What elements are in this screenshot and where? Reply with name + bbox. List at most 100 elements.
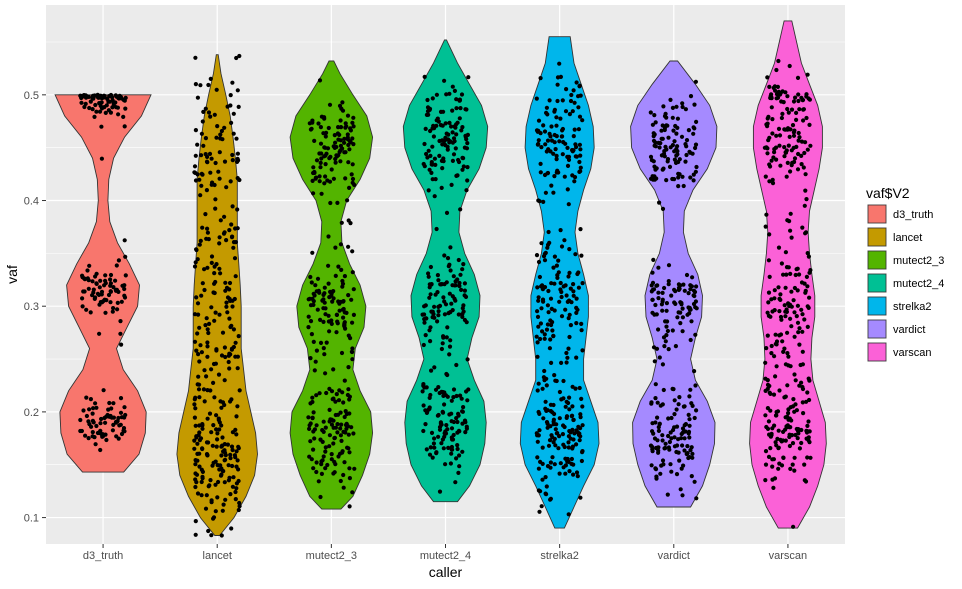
data-point	[794, 117, 799, 122]
data-point	[346, 432, 351, 437]
data-point	[233, 489, 238, 495]
data-point	[790, 462, 795, 467]
data-point	[222, 159, 228, 164]
data-point	[563, 456, 568, 461]
data-point	[310, 415, 315, 420]
data-point	[552, 462, 557, 467]
data-point	[327, 386, 332, 391]
data-point	[230, 304, 235, 309]
data-point	[350, 180, 355, 185]
data-point	[803, 172, 808, 177]
data-point	[577, 431, 582, 436]
data-point	[679, 431, 684, 437]
data-point	[321, 454, 326, 459]
data-point	[93, 102, 98, 108]
data-point	[687, 435, 692, 440]
data-point	[458, 393, 463, 398]
data-point	[447, 344, 453, 349]
data-point	[314, 423, 319, 428]
data-point	[785, 383, 790, 388]
data-point	[337, 308, 342, 313]
data-point	[685, 312, 690, 317]
data-point	[545, 171, 550, 176]
data-point	[797, 446, 803, 451]
data-point	[545, 322, 551, 327]
data-point	[90, 293, 95, 298]
data-point	[227, 280, 233, 286]
data-point	[306, 325, 311, 330]
data-point	[805, 324, 810, 329]
data-point	[653, 466, 658, 471]
data-point	[333, 245, 338, 250]
data-point	[689, 401, 694, 406]
data-point	[691, 131, 696, 136]
data-point	[577, 114, 583, 119]
data-point	[451, 395, 456, 400]
data-point	[763, 224, 768, 229]
data-point	[570, 173, 575, 178]
data-point	[571, 437, 576, 442]
data-point	[799, 280, 805, 285]
data-point	[329, 452, 334, 457]
data-point	[313, 359, 318, 364]
data-point	[548, 296, 554, 301]
data-point	[194, 247, 199, 252]
data-point	[435, 116, 440, 121]
data-point	[764, 122, 769, 127]
data-point	[194, 295, 199, 300]
data-point	[666, 135, 671, 140]
data-point	[457, 429, 462, 434]
data-point	[90, 279, 95, 284]
data-point	[233, 340, 238, 345]
data-point	[217, 427, 222, 432]
data-point	[800, 225, 805, 230]
data-point	[118, 410, 124, 415]
data-point	[793, 95, 798, 100]
data-point	[428, 264, 433, 270]
data-point	[94, 281, 99, 286]
data-point	[574, 470, 580, 475]
data-point	[674, 131, 679, 136]
data-point	[549, 281, 554, 286]
data-point	[208, 478, 213, 483]
data-point	[460, 449, 465, 454]
data-point	[236, 334, 241, 339]
data-point	[772, 308, 777, 313]
data-point	[675, 125, 680, 130]
data-point	[550, 435, 555, 440]
data-point	[227, 316, 232, 321]
data-point	[676, 310, 681, 315]
data-point	[668, 430, 673, 435]
data-point	[670, 115, 675, 120]
data-point	[562, 444, 567, 450]
data-point	[458, 207, 463, 212]
data-point	[768, 408, 773, 413]
data-point	[207, 321, 212, 326]
data-point	[312, 436, 317, 441]
data-point	[786, 110, 791, 115]
data-point	[464, 137, 469, 142]
data-point	[693, 299, 699, 304]
data-point	[333, 399, 338, 404]
data-point	[578, 227, 583, 232]
data-point	[455, 277, 460, 282]
data-point	[688, 337, 693, 343]
data-point	[559, 294, 564, 300]
data-point	[802, 462, 807, 467]
data-point	[193, 458, 198, 463]
data-point	[423, 333, 428, 338]
data-point	[672, 444, 678, 449]
data-point	[461, 303, 466, 308]
data-point	[660, 402, 665, 407]
data-point	[664, 324, 669, 329]
data-point	[675, 149, 680, 154]
legend-label-mutect2_3: mutect2_3	[893, 255, 944, 267]
data-point	[652, 143, 657, 148]
data-point	[329, 318, 334, 323]
data-point	[219, 423, 224, 428]
data-point	[210, 463, 215, 468]
data-point	[229, 323, 234, 328]
data-point	[541, 199, 546, 204]
data-point	[763, 413, 768, 418]
data-point	[570, 109, 575, 114]
